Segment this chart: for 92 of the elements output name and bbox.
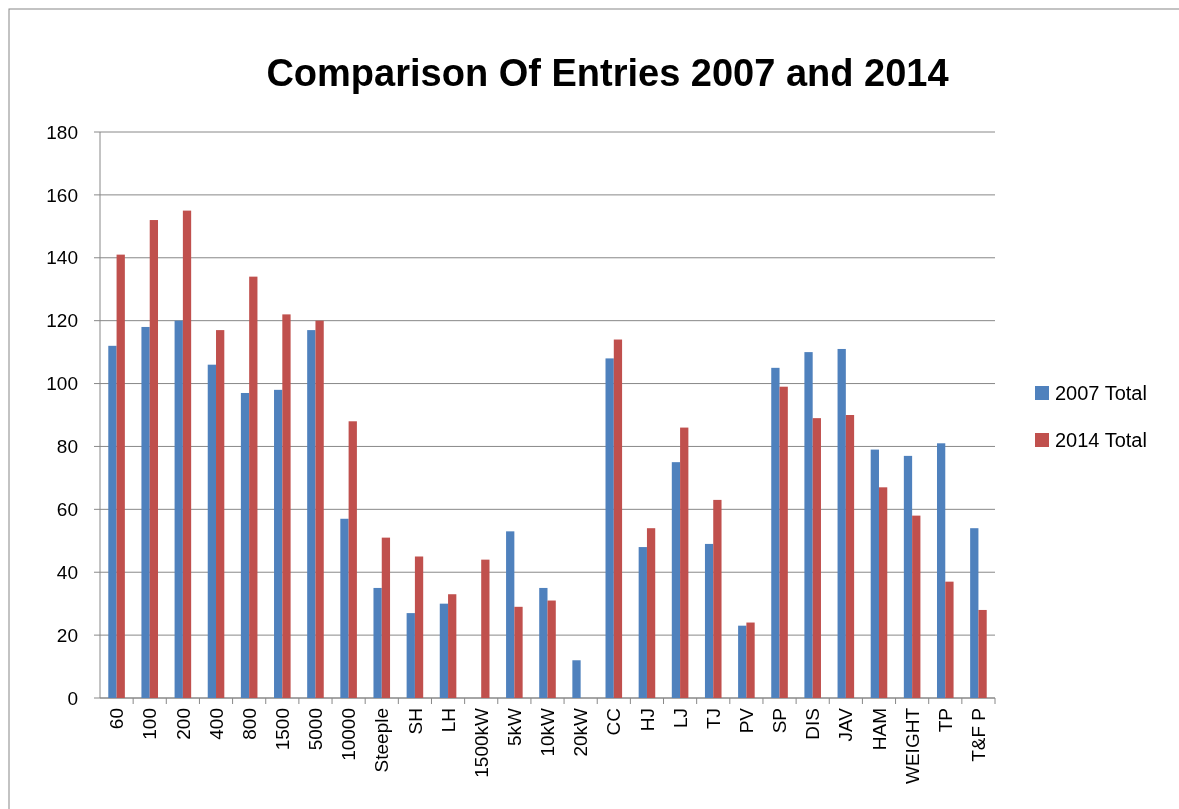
x-tick-label: SH <box>404 708 426 735</box>
bar <box>282 314 291 698</box>
x-tick-label: Steeple <box>371 708 393 773</box>
bar <box>207 364 217 698</box>
bar <box>240 392 250 698</box>
bar <box>547 600 556 698</box>
x-tick-label: CC <box>603 708 625 736</box>
x-tick-label: 1500 <box>271 708 293 751</box>
bar <box>108 345 117 698</box>
bar <box>340 518 349 698</box>
bar <box>970 528 979 698</box>
x-tick-label: 60 <box>106 708 128 730</box>
x-tick-label: 10kW <box>537 707 559 757</box>
bar <box>249 276 258 698</box>
x-tick-label: TJ <box>702 708 724 730</box>
bar <box>646 528 656 698</box>
bar <box>381 537 391 698</box>
bar <box>448 594 457 698</box>
x-tick-label: WEIGHT <box>901 707 923 784</box>
bar <box>746 622 755 698</box>
y-tick-label: 40 <box>56 561 78 583</box>
bar <box>373 587 382 698</box>
x-tick-label: 1500kW <box>470 707 492 778</box>
bar <box>812 418 821 698</box>
y-tick-label: 100 <box>46 373 78 395</box>
bar <box>945 581 954 698</box>
bar <box>514 606 523 698</box>
x-tick-label: SP <box>769 708 791 734</box>
x-tick-label: 20kW <box>570 707 592 757</box>
bar <box>307 330 316 698</box>
x-tick-label: 400 <box>205 708 227 740</box>
bar <box>348 421 357 698</box>
bar <box>936 443 946 698</box>
bar <box>572 660 581 698</box>
bar <box>779 386 788 698</box>
bar <box>216 330 225 698</box>
bar <box>638 547 647 698</box>
bar <box>182 210 192 698</box>
legend-label: 2014 Total <box>1055 429 1147 451</box>
legend-label: 2007 Total <box>1055 382 1147 404</box>
chart-title: Comparison Of Entries 2007 and 2014 <box>266 52 949 94</box>
y-tick-label: 140 <box>46 247 78 269</box>
bar <box>149 220 159 698</box>
bar <box>116 254 125 698</box>
x-tick-label: 800 <box>238 708 260 740</box>
y-tick-label: 60 <box>56 498 78 520</box>
bar <box>837 348 846 698</box>
bar <box>878 487 888 698</box>
x-tick-label: TP <box>934 708 956 733</box>
bar <box>804 352 813 698</box>
bar <box>605 358 614 698</box>
bar <box>870 449 879 698</box>
y-tick-label: 80 <box>56 436 78 458</box>
x-tick-label: HAM <box>868 708 890 751</box>
x-tick-label: JAV <box>835 707 857 742</box>
y-tick-label: 180 <box>46 121 78 143</box>
bar <box>174 320 183 698</box>
y-tick-label: 0 <box>67 687 78 709</box>
x-tick-label: 5000 <box>305 708 327 751</box>
bar <box>274 389 283 698</box>
bar <box>845 415 855 698</box>
bar <box>414 556 424 698</box>
x-tick-label: LH <box>437 708 459 733</box>
x-tick-label: HJ <box>636 708 658 732</box>
x-tick-label: 5kW <box>504 707 525 746</box>
x-tick-label: LJ <box>669 708 691 729</box>
x-tick-label: T&F P <box>968 708 990 762</box>
bar <box>713 499 722 698</box>
y-tick-label: 160 <box>46 184 78 206</box>
bar <box>406 613 415 698</box>
bar <box>704 543 714 698</box>
bar <box>439 603 449 698</box>
bar <box>738 625 747 698</box>
bar <box>141 326 150 698</box>
bar <box>912 515 921 698</box>
y-tick-label: 20 <box>56 624 78 646</box>
bar <box>680 427 689 698</box>
y-tick-label: 120 <box>46 310 78 332</box>
bar <box>506 531 515 698</box>
bar <box>539 587 548 698</box>
bar <box>315 320 324 698</box>
x-tick-label: PV <box>736 707 758 734</box>
bar <box>481 559 490 698</box>
x-tick-label: 200 <box>172 708 194 740</box>
x-tick-label: DIS <box>802 708 824 740</box>
bar <box>671 462 681 698</box>
bar <box>771 367 780 698</box>
x-tick-label: 10000 <box>338 708 360 761</box>
bar <box>613 339 623 698</box>
bar <box>978 609 987 698</box>
bar <box>903 455 913 698</box>
x-tick-label: 100 <box>139 708 161 740</box>
